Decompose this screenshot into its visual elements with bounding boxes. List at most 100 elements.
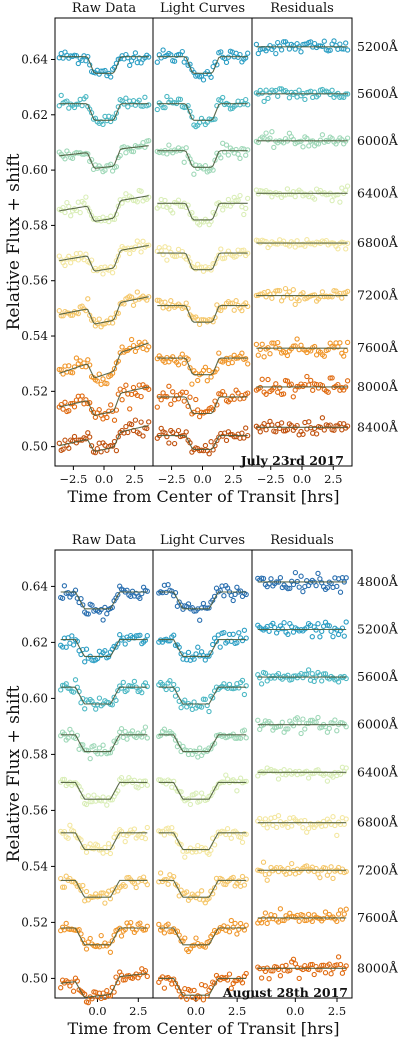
series-0-8 (58, 966, 150, 1006)
data-point (66, 105, 72, 111)
data-point (168, 298, 174, 304)
data-point (71, 433, 78, 440)
data-point (154, 106, 160, 113)
data-point (77, 209, 83, 216)
data-point (337, 961, 344, 968)
series-2-5 (253, 285, 351, 308)
data-point (334, 832, 340, 839)
series-2-4 (253, 237, 351, 252)
data-point (206, 851, 212, 857)
data-point (243, 205, 249, 212)
data-point (196, 413, 203, 420)
data-point (160, 104, 166, 111)
data-point (107, 850, 114, 857)
data-point (198, 704, 205, 710)
data-point (119, 344, 125, 350)
wavelength-label: 6000Å (357, 133, 399, 148)
data-point (259, 376, 265, 382)
data-point (61, 583, 68, 589)
model-line (60, 734, 148, 753)
model-line (158, 781, 247, 800)
data-point (161, 832, 168, 838)
y-tick-label: 0.64 (21, 52, 48, 66)
data-point (258, 975, 265, 981)
x-tick-label: 2.5 (228, 1004, 246, 1018)
data-point (91, 846, 97, 852)
wavelength-label: 6800Å (357, 815, 399, 830)
series-2-1 (255, 619, 349, 640)
data-point (332, 717, 338, 723)
data-point (239, 980, 246, 986)
data-point (123, 423, 129, 430)
wavelength-label: 6400Å (357, 764, 399, 779)
data-point (306, 143, 312, 149)
x-tick-label: 2.5 (328, 1004, 346, 1018)
data-point (264, 678, 270, 684)
data-point (68, 312, 74, 318)
data-point (211, 842, 218, 848)
data-point (304, 373, 310, 380)
data-point (160, 251, 166, 258)
data-point (118, 775, 125, 781)
data-point (315, 621, 321, 627)
data-point (165, 921, 171, 927)
data-point (271, 385, 277, 391)
data-point (61, 828, 68, 835)
data-point (264, 920, 270, 927)
data-point (78, 700, 84, 706)
data-point (68, 260, 74, 266)
data-point (89, 602, 95, 608)
data-point (165, 582, 171, 588)
data-point (142, 835, 149, 842)
data-point (137, 920, 143, 926)
data-point (343, 246, 349, 252)
data-point (237, 775, 244, 781)
data-point (280, 391, 287, 397)
model-line (157, 150, 248, 168)
data-point (290, 287, 296, 293)
data-point (87, 755, 93, 762)
model-line (59, 342, 149, 379)
data-point (260, 915, 267, 922)
data-point (235, 390, 241, 396)
series-2-8 (255, 954, 349, 982)
wavelength-label: 5600Å (357, 86, 399, 101)
data-point (144, 824, 150, 831)
data-point (335, 911, 342, 917)
data-point (343, 575, 349, 581)
series-1-4 (154, 244, 251, 274)
data-point (260, 575, 267, 582)
data-point (243, 152, 249, 158)
data-point (113, 258, 120, 264)
data-point (83, 646, 90, 652)
data-point (230, 631, 236, 637)
data-point (125, 104, 131, 110)
data-point (105, 841, 112, 847)
data-point (198, 73, 205, 79)
data-point (171, 58, 178, 64)
data-point (195, 407, 201, 413)
data-point (128, 336, 135, 343)
data-point (237, 588, 244, 594)
data-point (277, 425, 283, 432)
data-point (328, 864, 334, 870)
model-line (60, 591, 148, 610)
data-point (68, 213, 74, 219)
data-point (206, 605, 212, 611)
panel-title: Light Curves (160, 1, 245, 16)
data-point (228, 917, 234, 924)
data-point (166, 440, 172, 446)
data-point (102, 67, 108, 74)
data-point (262, 670, 269, 676)
data-point (167, 678, 173, 684)
x-tick-label: 0.0 (286, 1004, 304, 1018)
data-point (344, 183, 351, 189)
data-point (294, 336, 300, 342)
model-line (157, 396, 248, 415)
data-point (61, 731, 68, 737)
data-point (104, 988, 110, 994)
series-1-5 (154, 297, 251, 328)
data-point (71, 404, 78, 410)
y-tick-label: 0.60 (21, 691, 48, 705)
